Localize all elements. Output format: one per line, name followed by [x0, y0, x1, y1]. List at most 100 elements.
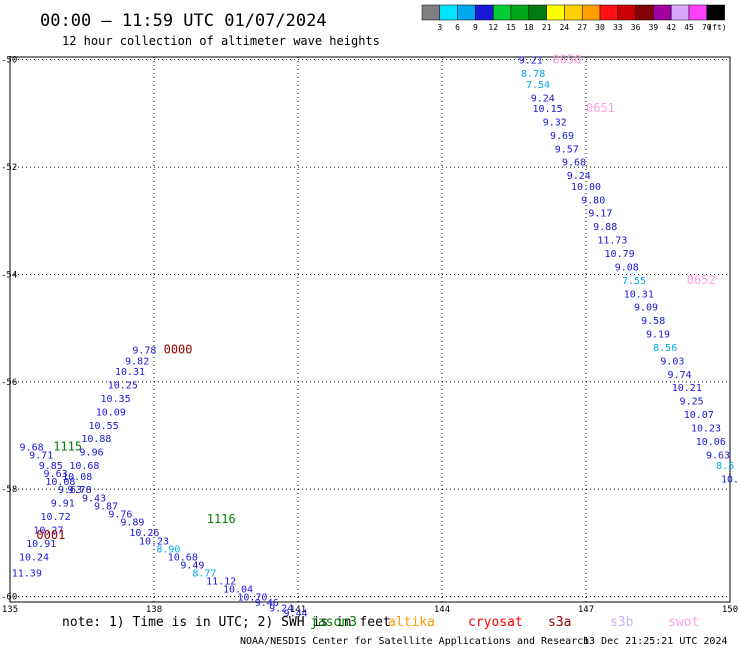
pass-time-label: 0001 — [36, 528, 65, 542]
data-point-label: 9.78 — [132, 346, 156, 357]
y-tick-label: -54 — [1, 270, 17, 280]
data-point-label: 10.15 — [533, 104, 563, 115]
data-point-label: 9.80 — [581, 195, 605, 206]
colorbar-label: 39 — [649, 23, 659, 32]
colorbar-label: 33 — [613, 23, 623, 32]
data-point-label: 9.44 — [284, 609, 308, 620]
data-point-label: 8.78 — [521, 69, 545, 80]
colorbar-swatch — [670, 4, 690, 21]
colorbar-swatch — [581, 4, 601, 21]
footer-credit: NOAA/NESDIS Center for Satellite Applica… — [240, 636, 589, 647]
data-point-label: 8.56 — [653, 343, 677, 354]
colorbar-label: 42 — [666, 23, 676, 32]
colorbar-label: 27 — [577, 23, 587, 32]
colorbar-swatch — [706, 4, 725, 21]
data-point-label: 7.55 — [622, 276, 646, 287]
legend-altika: altika — [388, 615, 435, 630]
data-point-label: 10.79 — [605, 249, 635, 260]
data-point-label: 9.78 — [68, 485, 92, 496]
data-point-label: 10.09 — [96, 407, 126, 418]
data-point-label: 10.00 — [571, 182, 601, 193]
data-point-label: 10.06 — [696, 437, 726, 448]
data-point-label: 9.43 — [82, 493, 106, 504]
data-point-label: 10.35 — [101, 394, 131, 405]
data-point-label: 9.25 — [680, 397, 704, 408]
data-point-label: 7.54 — [526, 80, 550, 91]
colorbar-swatch — [421, 4, 441, 21]
pass-time-label: 1115 — [53, 439, 82, 453]
pass-time-label: 0651 — [586, 101, 615, 115]
colorbar-label: 45 — [684, 23, 694, 32]
x-tick-label: 150 — [722, 605, 738, 615]
data-point-label: 8.77 — [192, 568, 216, 579]
colorbar-label: 21 — [542, 23, 552, 32]
data-point-label: 9.87 — [94, 501, 118, 512]
data-point-label: 9.63 — [44, 469, 68, 480]
data-point-label: 9.63 — [58, 485, 82, 496]
data-point-label: 11.73 — [597, 236, 627, 247]
data-point-label: 10.91 — [26, 539, 56, 550]
data-point-label: 9.91 — [51, 499, 75, 510]
data-point-label: 9.68 — [562, 158, 586, 169]
colorbar-swatch — [528, 4, 547, 21]
data-point-label: 10.55 — [89, 421, 119, 432]
colorbar-swatch — [492, 4, 512, 21]
data-point-label: 9.88 — [593, 222, 617, 233]
data-point-label: 10.68 — [69, 461, 99, 472]
footer-timestamp: 13 Dec 21:25:21 UTC 2024 — [583, 636, 728, 647]
data-point-label: 10. — [721, 475, 739, 486]
colorbar-swatch — [457, 4, 476, 21]
colorbar-label: 9 — [473, 23, 478, 32]
data-point-label: 9.24 — [567, 171, 591, 182]
pass-time-label: 1116 — [207, 512, 236, 526]
data-point-label: 9.89 — [120, 517, 144, 528]
data-point-label: 9.17 — [588, 209, 612, 220]
x-tick-label: 141 — [290, 605, 306, 615]
data-point-label: 10.23 — [139, 536, 169, 547]
data-point-label: 9.24 — [269, 603, 293, 614]
data-point-label: 9.21 — [519, 56, 543, 67]
colorbar-swatch — [653, 4, 672, 21]
chart-title: 00:00 – 11:59 UTC 01/07/2024 — [40, 11, 327, 31]
colorbar-label: 30 — [595, 23, 605, 32]
data-point-label: 8.5 — [716, 461, 734, 472]
data-point-label: 10.08 — [45, 477, 75, 488]
data-point-label: 10.31 — [624, 289, 654, 300]
colorbar-label: 24 — [560, 23, 570, 32]
data-point-label: 10.88 — [81, 434, 111, 445]
x-tick-label: 138 — [146, 605, 162, 615]
y-tick-label: -58 — [1, 485, 17, 495]
data-point-label: 9.82 — [125, 356, 149, 367]
data-point-label: 11.39 — [12, 568, 42, 579]
data-point-label: 10.27 — [33, 526, 63, 537]
colorbar-label: 12 — [488, 23, 498, 32]
colorbar-swatch — [564, 4, 583, 21]
x-tick-label: 147 — [578, 605, 594, 615]
data-point-label: 9.74 — [668, 370, 692, 381]
colorbar-swatch — [475, 4, 494, 21]
colorbar-swatch — [546, 4, 565, 21]
series-swot: 9.218.787.549.2410.159.329.699.579.689.2… — [519, 53, 739, 486]
data-point-label: 9.63 — [706, 450, 730, 461]
colorbar-label: 15 — [506, 23, 516, 32]
data-point-label: 11.12 — [206, 577, 236, 588]
colorbar-swatch — [510, 4, 530, 21]
y-tick-label: -60 — [1, 593, 17, 603]
data-point-label: 9.68 — [20, 442, 44, 453]
satellite-legend: jason3 altika cryosat s3a s3b swot — [310, 615, 699, 630]
legend-s3a: s3a — [548, 615, 571, 630]
colorbar-swatch — [688, 4, 708, 21]
data-point-label: 10.04 — [223, 585, 253, 596]
legend-swot: swot — [668, 615, 699, 630]
series-s3a: 9.789.8210.3110.2510.3510.0910.5510.889.… — [12, 343, 193, 580]
data-point-label: 9.49 — [180, 560, 204, 571]
footer-note: note: 1) Time is in UTC; 2) SWH is in fe… — [62, 615, 391, 630]
data-point-label: 9.32 — [543, 117, 567, 128]
colorbar-label: 70 — [702, 23, 712, 32]
plot-area: 135 138 141 144 147 150 -50 -52 -54 -56 -58 -60 9.78… — [1, 53, 739, 620]
colorbar-label: 18 — [524, 23, 534, 32]
pass-time-label: 0652 — [687, 273, 716, 287]
legend-s3b: s3b — [610, 615, 634, 630]
x-tick-label: 135 — [2, 605, 18, 615]
